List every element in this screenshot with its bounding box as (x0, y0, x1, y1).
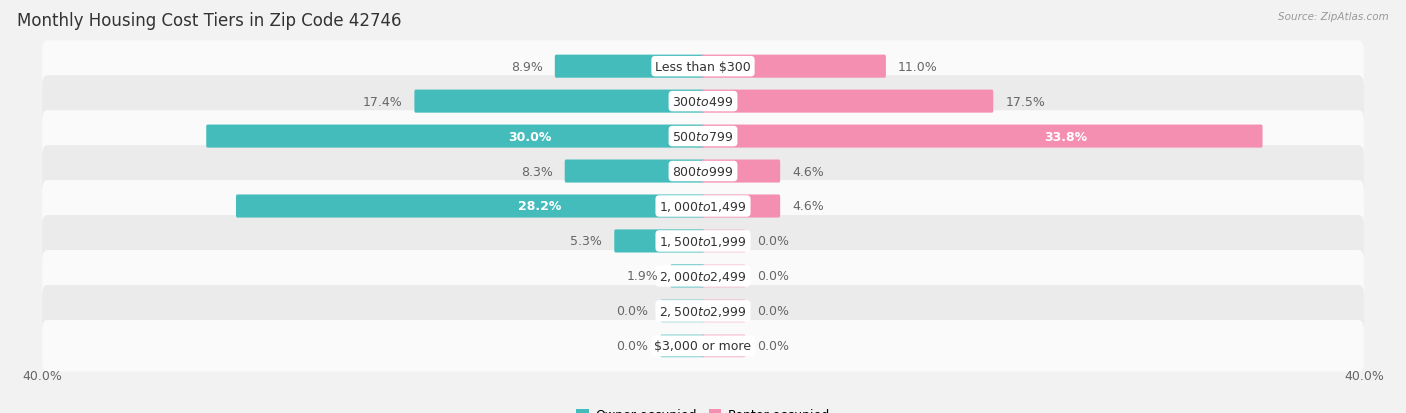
Text: 33.8%: 33.8% (1045, 130, 1087, 143)
FancyBboxPatch shape (236, 195, 704, 218)
FancyBboxPatch shape (42, 181, 1364, 232)
Text: $300 to $499: $300 to $499 (672, 95, 734, 108)
Text: 0.0%: 0.0% (758, 270, 790, 283)
Text: 17.4%: 17.4% (363, 95, 402, 108)
FancyBboxPatch shape (702, 195, 780, 218)
Text: 11.0%: 11.0% (898, 61, 938, 74)
Text: $1,500 to $1,999: $1,500 to $1,999 (659, 235, 747, 248)
Text: 4.6%: 4.6% (792, 165, 824, 178)
Text: Monthly Housing Cost Tiers in Zip Code 42746: Monthly Housing Cost Tiers in Zip Code 4… (17, 12, 401, 30)
FancyBboxPatch shape (42, 76, 1364, 128)
Text: 28.2%: 28.2% (519, 200, 561, 213)
Text: 0.0%: 0.0% (758, 235, 790, 248)
FancyBboxPatch shape (671, 265, 704, 288)
FancyBboxPatch shape (614, 230, 704, 253)
Text: $2,500 to $2,999: $2,500 to $2,999 (659, 304, 747, 318)
FancyBboxPatch shape (702, 230, 745, 253)
Text: 0.0%: 0.0% (616, 305, 648, 318)
Text: $800 to $999: $800 to $999 (672, 165, 734, 178)
Text: $2,000 to $2,499: $2,000 to $2,499 (659, 269, 747, 283)
FancyBboxPatch shape (415, 90, 704, 114)
FancyBboxPatch shape (42, 250, 1364, 302)
Text: Less than $300: Less than $300 (655, 61, 751, 74)
Text: 4.6%: 4.6% (792, 200, 824, 213)
FancyBboxPatch shape (42, 285, 1364, 337)
Text: 30.0%: 30.0% (508, 130, 551, 143)
FancyBboxPatch shape (565, 160, 704, 183)
Text: 0.0%: 0.0% (758, 305, 790, 318)
Text: 0.0%: 0.0% (616, 339, 648, 352)
FancyBboxPatch shape (661, 299, 704, 323)
FancyBboxPatch shape (555, 55, 704, 78)
Text: $3,000 or more: $3,000 or more (655, 339, 751, 352)
Text: 8.3%: 8.3% (520, 165, 553, 178)
Legend: Owner-occupied, Renter-occupied: Owner-occupied, Renter-occupied (571, 404, 835, 413)
FancyBboxPatch shape (42, 216, 1364, 267)
Text: $1,000 to $1,499: $1,000 to $1,499 (659, 199, 747, 214)
FancyBboxPatch shape (207, 125, 704, 148)
Text: 0.0%: 0.0% (758, 339, 790, 352)
FancyBboxPatch shape (702, 160, 780, 183)
FancyBboxPatch shape (702, 299, 745, 323)
Text: $500 to $799: $500 to $799 (672, 130, 734, 143)
Text: 17.5%: 17.5% (1005, 95, 1045, 108)
Text: 1.9%: 1.9% (627, 270, 658, 283)
FancyBboxPatch shape (42, 111, 1364, 163)
Text: 8.9%: 8.9% (510, 61, 543, 74)
FancyBboxPatch shape (702, 335, 745, 358)
FancyBboxPatch shape (702, 55, 886, 78)
FancyBboxPatch shape (42, 320, 1364, 372)
FancyBboxPatch shape (702, 125, 1263, 148)
FancyBboxPatch shape (702, 90, 993, 114)
FancyBboxPatch shape (42, 146, 1364, 197)
FancyBboxPatch shape (702, 265, 745, 288)
Text: Source: ZipAtlas.com: Source: ZipAtlas.com (1278, 12, 1389, 22)
Text: 5.3%: 5.3% (571, 235, 602, 248)
FancyBboxPatch shape (661, 335, 704, 358)
FancyBboxPatch shape (42, 41, 1364, 93)
